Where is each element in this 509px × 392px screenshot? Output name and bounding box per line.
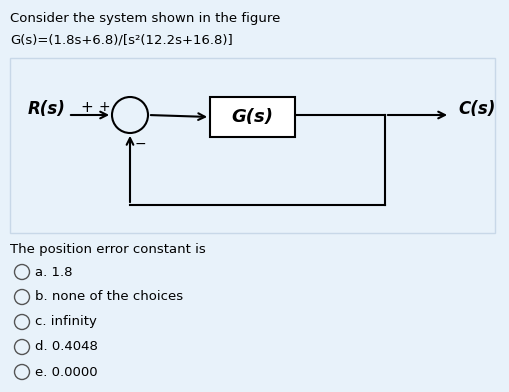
Text: +: + (80, 100, 93, 115)
Text: −: − (135, 137, 147, 151)
Text: G(s): G(s) (231, 108, 273, 126)
Text: +: + (98, 100, 110, 114)
Text: R(s): R(s) (28, 100, 66, 118)
FancyBboxPatch shape (10, 58, 494, 233)
Text: d. 0.4048: d. 0.4048 (35, 341, 98, 354)
Text: e. 0.0000: e. 0.0000 (35, 365, 97, 379)
Text: c. infinity: c. infinity (35, 316, 97, 328)
Text: Consider the system shown in the figure: Consider the system shown in the figure (10, 12, 280, 25)
Text: a. 1.8: a. 1.8 (35, 265, 72, 278)
FancyBboxPatch shape (210, 97, 294, 137)
Text: b. none of the choices: b. none of the choices (35, 290, 183, 303)
Text: C(s): C(s) (457, 100, 494, 118)
Text: The position error constant is: The position error constant is (10, 243, 205, 256)
Text: G(s)=(1.8s+6.8)/[s²(12.2s+16.8)]: G(s)=(1.8s+6.8)/[s²(12.2s+16.8)] (10, 33, 232, 46)
